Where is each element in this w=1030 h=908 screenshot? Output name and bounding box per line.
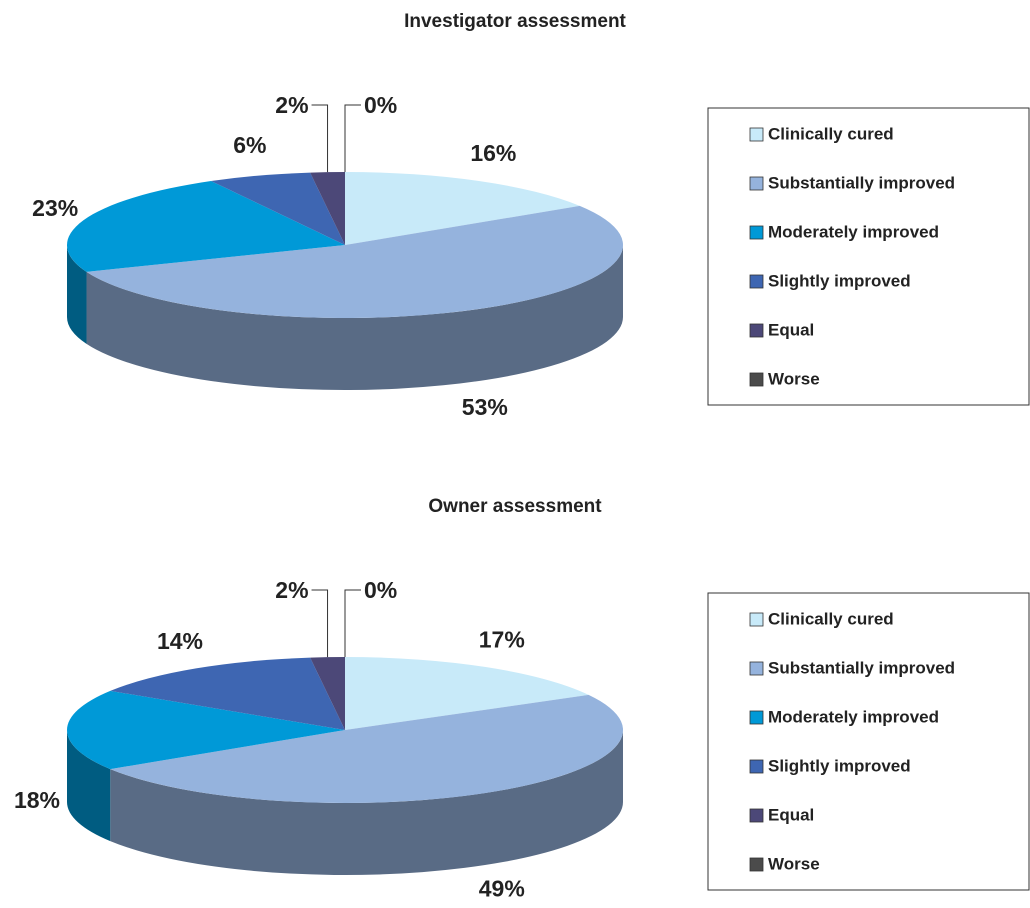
legend-label: Moderately improved: [768, 707, 939, 726]
legend-swatch: [749, 857, 764, 872]
legend-label: Worse: [768, 854, 820, 873]
legend-label: Substantially improved: [768, 658, 955, 677]
slice: [110, 657, 345, 730]
leader-line: [344, 104, 361, 172]
legend-label: Equal: [768, 320, 814, 339]
legend-label: Clinically cured: [768, 124, 894, 143]
data-label: 49%: [479, 876, 525, 902]
legend-box: [707, 107, 1030, 406]
legend-label: Equal: [768, 805, 814, 824]
slice: [86, 205, 624, 319]
legend-swatch: [749, 127, 764, 142]
legend-label: Worse: [768, 369, 820, 388]
legend-swatch: [749, 176, 764, 191]
slice: [345, 657, 589, 730]
slice: [345, 172, 580, 245]
slice-side: [67, 730, 111, 842]
chart-title: Investigator assessment: [404, 11, 626, 32]
slice: [67, 690, 345, 770]
legend-swatch: [749, 225, 764, 240]
leader-line: [311, 589, 329, 658]
legend-label: Clinically cured: [768, 609, 894, 628]
legend-swatch: [749, 274, 764, 289]
data-label: 18%: [14, 787, 60, 813]
slice: [310, 657, 345, 730]
leader-line: [344, 589, 361, 657]
data-label: 0%: [364, 92, 397, 118]
slice: [310, 172, 345, 245]
data-label: 0%: [364, 577, 397, 603]
data-label: 17%: [479, 626, 525, 652]
data-label: 2%: [275, 577, 308, 603]
data-label: 16%: [470, 140, 516, 166]
legend-swatch: [749, 612, 764, 627]
legend-label: Substantially improved: [768, 173, 955, 192]
slice-side: [110, 730, 624, 875]
data-label: 2%: [275, 92, 308, 118]
data-label: 53%: [462, 394, 508, 420]
slice-side: [86, 245, 623, 390]
data-label: 23%: [32, 195, 78, 221]
data-label: 14%: [157, 628, 203, 654]
slice: [110, 694, 624, 804]
legend-swatch: [749, 661, 764, 676]
slice-side: [67, 245, 87, 344]
legend-swatch: [749, 759, 764, 774]
legend-swatch: [749, 808, 764, 823]
legend-box: [707, 592, 1030, 891]
legend-label: Slightly improved: [768, 756, 911, 775]
leader-line: [311, 104, 329, 173]
legend-swatch: [749, 323, 764, 338]
legend-swatch: [749, 710, 764, 725]
legend-label: Moderately improved: [768, 222, 939, 241]
legend-swatch: [749, 372, 764, 387]
chart-title: Owner assessment: [428, 496, 602, 517]
slice: [211, 172, 345, 245]
legend-label: Slightly improved: [768, 271, 911, 290]
slice: [67, 181, 346, 272]
data-label: 6%: [233, 132, 266, 158]
